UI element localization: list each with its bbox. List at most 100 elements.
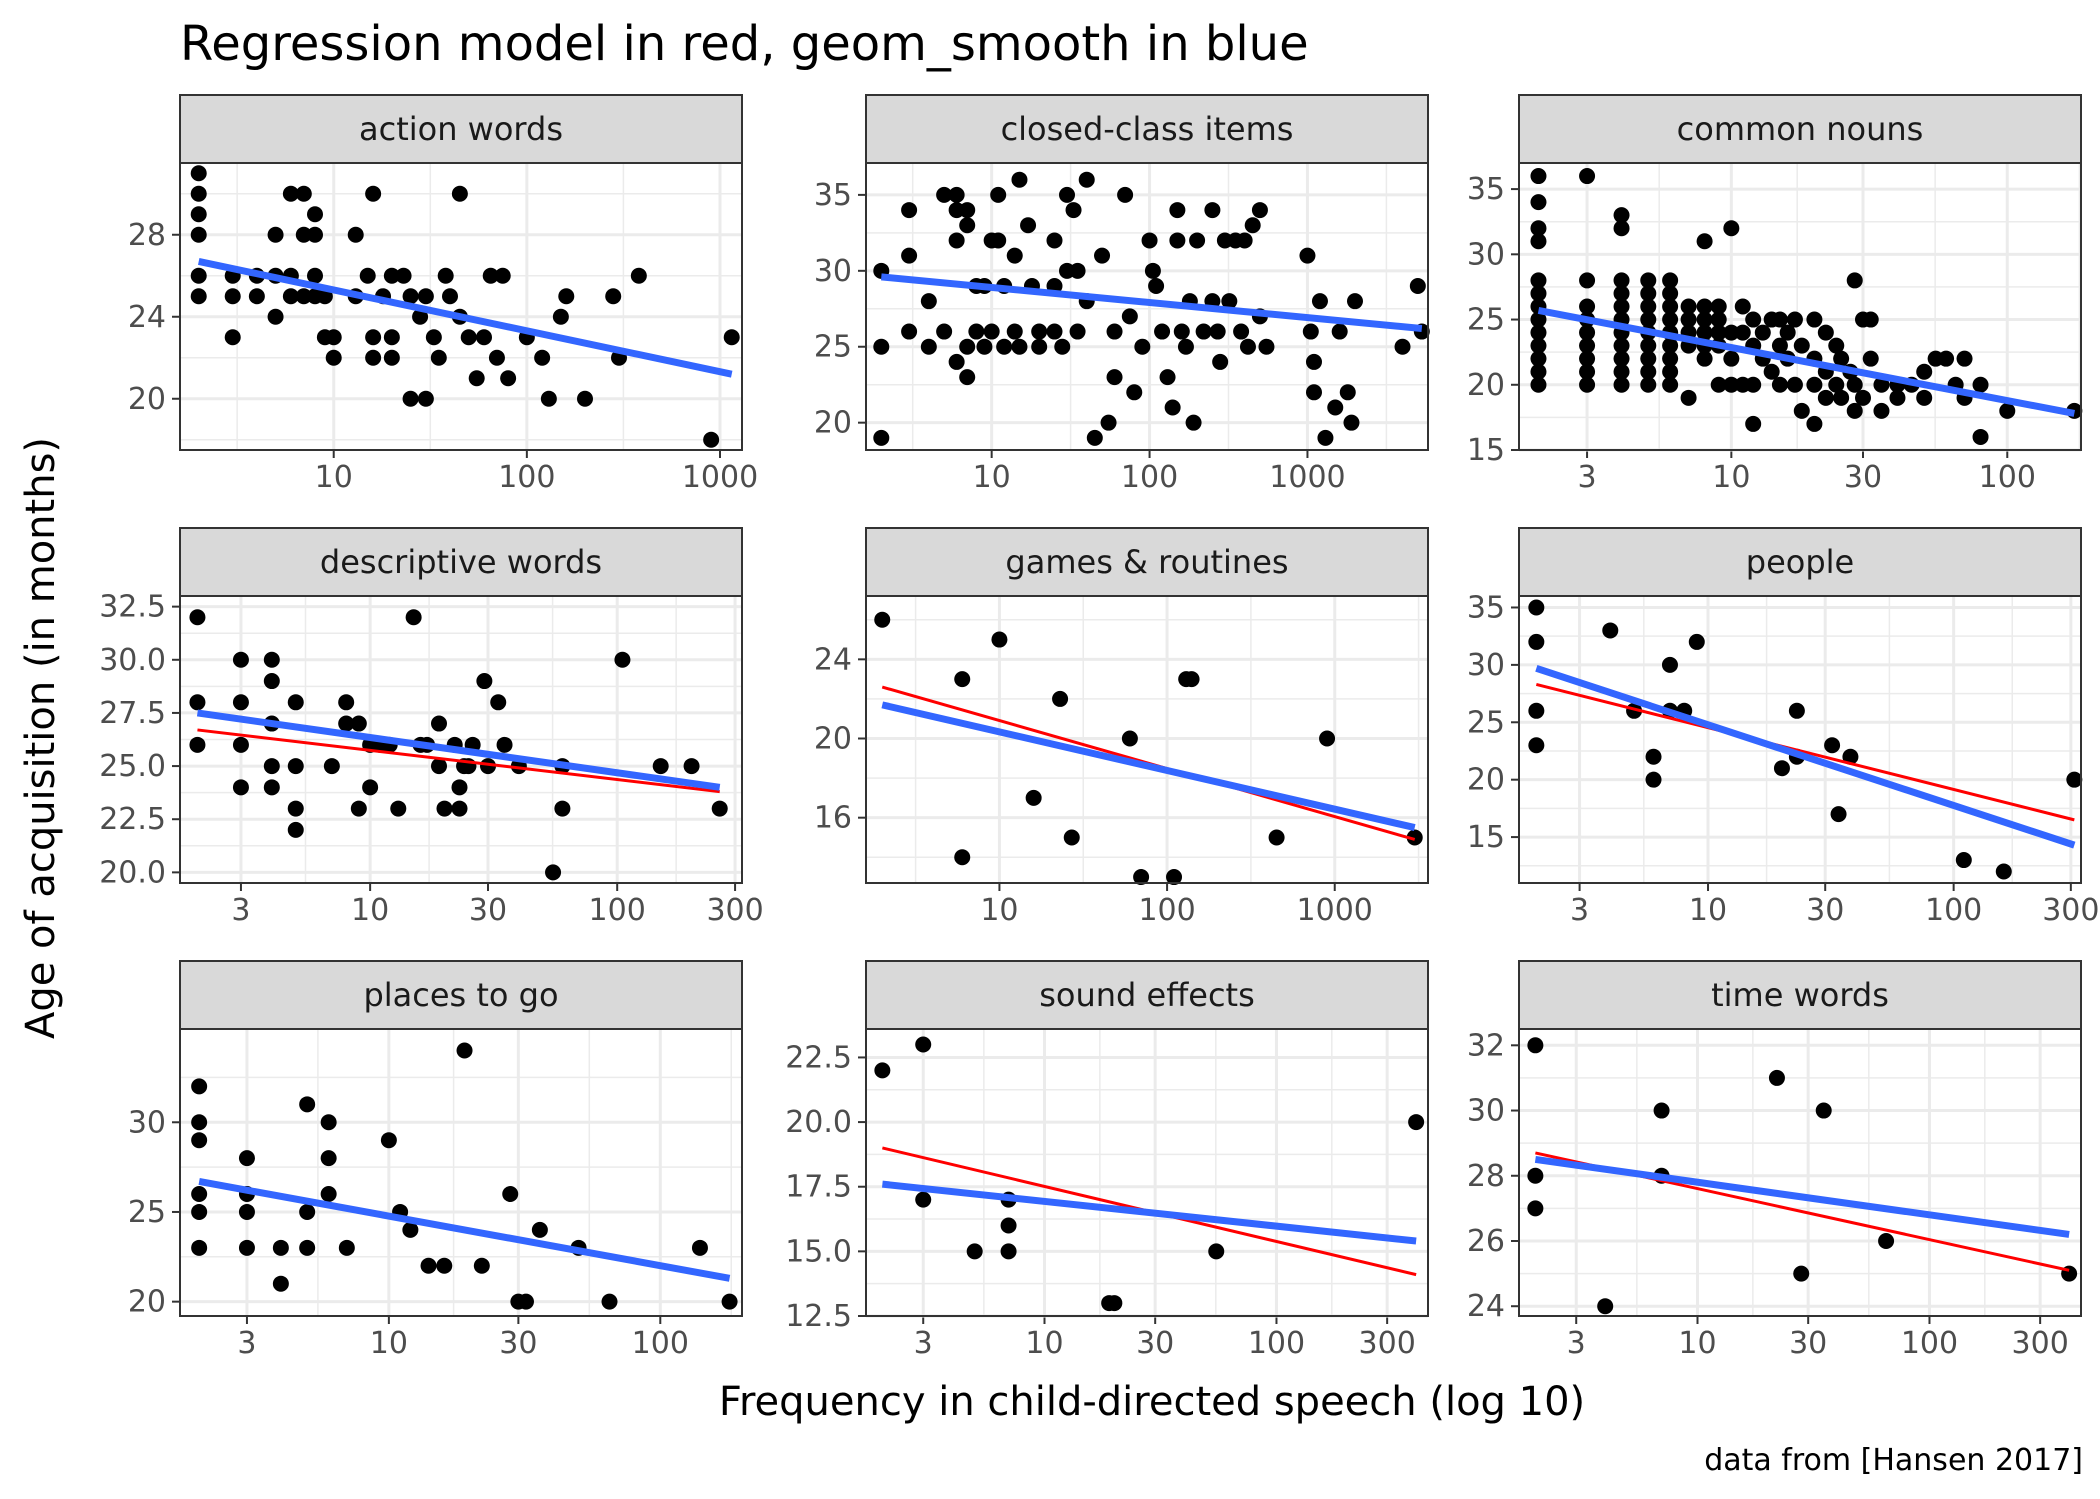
data-point bbox=[1069, 323, 1086, 340]
data-point bbox=[576, 390, 593, 407]
data-point bbox=[1025, 789, 1042, 806]
data-point bbox=[451, 800, 468, 817]
data-point bbox=[1343, 414, 1360, 431]
data-point bbox=[996, 338, 1013, 355]
data-point bbox=[1126, 384, 1143, 401]
data-point bbox=[1680, 298, 1697, 315]
panel-closed-class-items: closed-class items 10 100 1000 20 25 30 35 bbox=[814, 94, 1430, 495]
x-tick-label: 30 bbox=[499, 1326, 537, 1361]
x-tick-label: 300 bbox=[1359, 1326, 1416, 1361]
data-point bbox=[480, 758, 497, 775]
data-point bbox=[1530, 376, 1547, 393]
data-point bbox=[1788, 702, 1805, 719]
data-point bbox=[1862, 311, 1879, 328]
x-tick-label: 10 bbox=[1712, 460, 1750, 495]
data-point bbox=[263, 651, 280, 668]
y-tick-label: 25.0 bbox=[99, 749, 166, 784]
data-point bbox=[1258, 338, 1275, 355]
data-point bbox=[1528, 737, 1545, 754]
plot-area-people bbox=[1519, 596, 2081, 883]
data-point bbox=[901, 202, 918, 219]
y-tick-label: 12.5 bbox=[785, 1299, 852, 1334]
data-point bbox=[263, 779, 280, 796]
data-point bbox=[630, 267, 647, 284]
data-point bbox=[1527, 1200, 1544, 1217]
strip-people bbox=[1518, 527, 2082, 597]
y-tick-label: 15 bbox=[1467, 433, 1505, 468]
data-point bbox=[436, 800, 453, 817]
data-point bbox=[1059, 186, 1076, 203]
data-point bbox=[1773, 760, 1790, 777]
data-point bbox=[1169, 232, 1186, 249]
data-point bbox=[1208, 1243, 1225, 1260]
panel-action-words: action words 10 100 1000 20 24 28 bbox=[128, 94, 758, 495]
smooth-line bbox=[1537, 306, 2076, 417]
x-tick-label: 100 bbox=[1979, 460, 2036, 495]
x-tick-label: 10 bbox=[315, 460, 353, 495]
data-point bbox=[614, 651, 631, 668]
data-point bbox=[1817, 389, 1834, 406]
data-point bbox=[1141, 232, 1158, 249]
data-point bbox=[1011, 171, 1028, 188]
data-point bbox=[295, 185, 312, 202]
data-point bbox=[1094, 247, 1111, 264]
data-point bbox=[1319, 730, 1336, 747]
data-point bbox=[441, 288, 458, 305]
y-tick-label: 30 bbox=[128, 1105, 166, 1140]
smooth-line bbox=[198, 1178, 731, 1282]
data-point bbox=[405, 609, 422, 626]
data-point bbox=[1645, 748, 1662, 765]
data-point bbox=[1086, 429, 1103, 446]
strip-label-action-words: action words bbox=[359, 110, 563, 148]
x-tick-label: 30 bbox=[469, 893, 507, 928]
data-point bbox=[1793, 1265, 1810, 1282]
panel-people: people 3 10 30 100 300 15 20 25 30 35 bbox=[1467, 527, 2099, 928]
data-point bbox=[232, 736, 249, 753]
data-point bbox=[420, 1257, 437, 1274]
panel-sound-effects: sound effects 3 10 30 100 300 12.5 15.0 17.5 20.0… bbox=[785, 960, 1429, 1361]
panel-border-places-to-go bbox=[179, 1028, 743, 1317]
data-point bbox=[190, 185, 207, 202]
data-point bbox=[190, 267, 207, 284]
data-point bbox=[1854, 389, 1871, 406]
data-point bbox=[189, 694, 206, 711]
data-point bbox=[1828, 337, 1845, 354]
data-point bbox=[1530, 337, 1547, 354]
data-point bbox=[545, 864, 562, 881]
data-point bbox=[191, 1186, 208, 1203]
data-point bbox=[1662, 376, 1679, 393]
panel-border-time-words bbox=[1518, 1028, 2082, 1317]
smooth-line bbox=[197, 257, 733, 378]
data-point bbox=[1754, 324, 1771, 341]
data-point bbox=[1530, 324, 1547, 341]
data-point bbox=[1779, 324, 1796, 341]
data-point bbox=[1972, 376, 1989, 393]
data-point bbox=[1106, 323, 1123, 340]
data-point bbox=[476, 673, 493, 690]
facet-panels: action words 10 100 1000 20 24 28 closed-class … bbox=[99, 94, 2099, 1361]
data-point bbox=[338, 694, 355, 711]
data-point bbox=[1169, 202, 1186, 219]
data-point bbox=[534, 349, 551, 366]
y-tick-label: 20 bbox=[814, 406, 852, 441]
data-point bbox=[482, 267, 499, 284]
data-point bbox=[1846, 272, 1863, 289]
x-tick-label: 3 bbox=[1570, 893, 1589, 928]
data-point bbox=[338, 1239, 355, 1256]
data-point bbox=[1530, 168, 1547, 185]
data-point bbox=[1645, 771, 1662, 788]
panel-border-action-words bbox=[179, 162, 743, 451]
x-tick-label: 100 bbox=[1248, 1326, 1305, 1361]
data-point bbox=[1833, 389, 1850, 406]
x-tick-label: 100 bbox=[1925, 893, 1982, 928]
y-tick-label: 20 bbox=[1467, 368, 1505, 403]
data-point bbox=[901, 247, 918, 264]
x-tick-label: 10 bbox=[351, 893, 389, 928]
data-point bbox=[430, 758, 447, 775]
panel-time-words: time words 3 10 30 100 300 24 26 28 30 32 bbox=[1467, 960, 2082, 1361]
data-point bbox=[1268, 829, 1285, 846]
data-point bbox=[915, 1191, 932, 1208]
data-point bbox=[476, 329, 493, 346]
strip-label-games-routines: games & routines bbox=[1005, 543, 1288, 581]
